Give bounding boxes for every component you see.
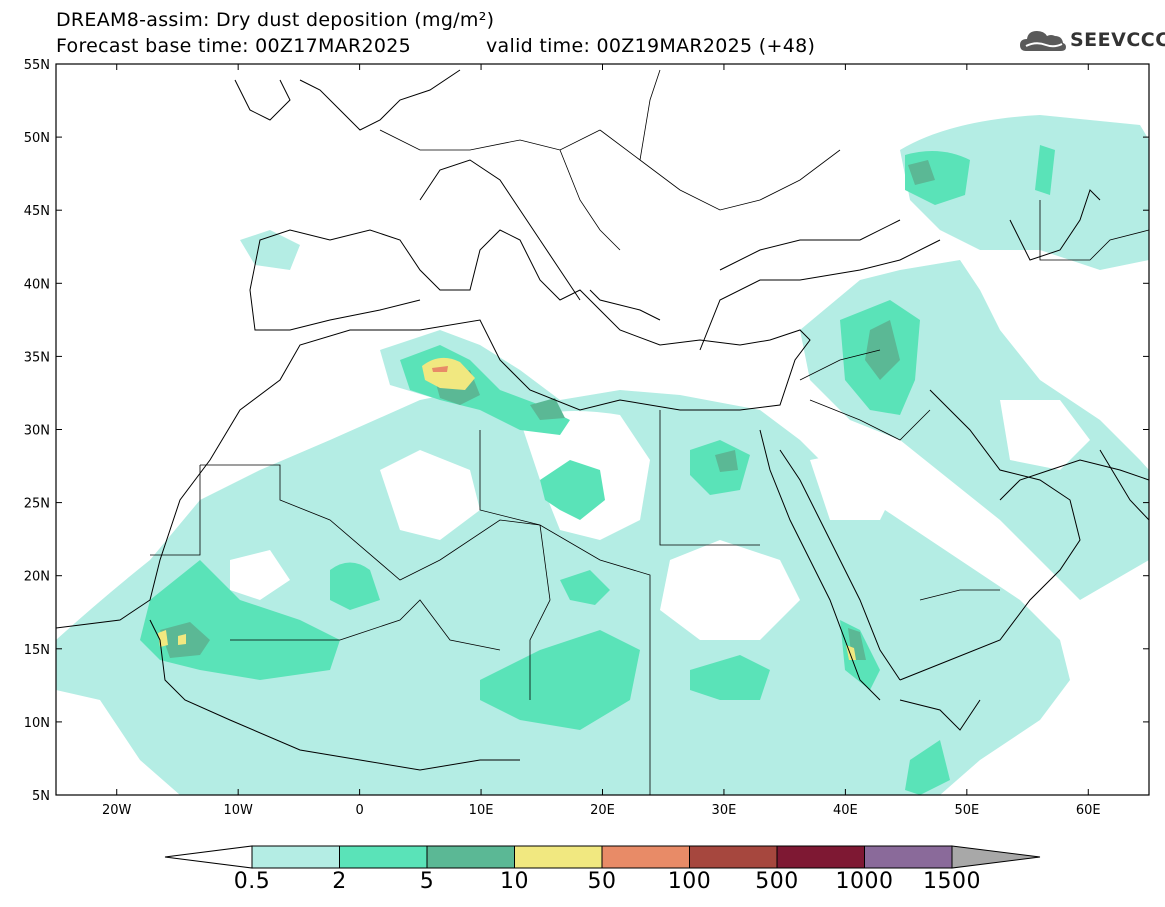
colorbar-segment <box>426 845 515 869</box>
y-tick-label: 55N <box>24 58 50 73</box>
logo-text: SEEVCCC <box>1070 29 1165 51</box>
x-tick-label: 0 <box>355 803 363 818</box>
x-tick-label: 60E <box>1076 803 1101 818</box>
x-tick-label: 10E <box>469 803 494 818</box>
colorbar <box>164 845 1041 869</box>
y-tick-label: 10N <box>24 716 50 731</box>
country-borders <box>150 69 1149 795</box>
forecast-base-time: Forecast base time: 00Z17MAR2025 <box>56 35 412 57</box>
colorbar-label: 100 <box>667 869 712 894</box>
x-tick-label: 30E <box>712 803 737 818</box>
colorbar-segment <box>251 845 340 869</box>
colorbar-segment <box>514 845 603 869</box>
dust-fields <box>56 115 1149 795</box>
y-tick-label: 45N <box>24 204 50 219</box>
clear-areas <box>230 400 1090 640</box>
colorbar-segment <box>776 845 865 869</box>
dust-level-50 <box>432 366 448 372</box>
colorbar-label: 500 <box>755 869 799 894</box>
y-tick-label: 25N <box>24 497 50 512</box>
y-tick-label: 5N <box>32 789 50 804</box>
y-axis: 55N 50N 45N 40N 35N 30N 25N 20N 15N 10N 5N <box>24 58 1149 804</box>
colorbar-label: 10 <box>500 869 529 894</box>
colorbar-label: 50 <box>587 869 617 894</box>
colorbar-segment <box>864 845 953 869</box>
colorbar-segment <box>339 845 428 869</box>
y-tick-label: 15N <box>24 643 50 658</box>
cloud-icon <box>1020 31 1066 51</box>
x-tick-label: 40E <box>833 803 858 818</box>
coastlines <box>56 69 1149 771</box>
colorbar-over-triangle <box>951 845 1041 869</box>
colorbar-label: 1500 <box>923 869 981 894</box>
seevccc-logo: SEEVCCC <box>1018 26 1165 56</box>
y-tick-label: 50N <box>24 131 50 146</box>
y-tick-label: 40N <box>24 277 50 292</box>
x-tick-label: 50E <box>954 803 979 818</box>
valid-time: valid time: 00Z19MAR2025 (+48) <box>486 35 816 57</box>
colorbar-segment <box>601 845 690 869</box>
y-tick-label: 20N <box>24 570 50 585</box>
map-title: DREAM8-assim: Dry dust deposition (mg/m²… <box>56 9 495 31</box>
y-tick-label: 30N <box>24 424 50 439</box>
x-tick-label: 10W <box>223 803 253 818</box>
dust-level-10 <box>158 357 856 660</box>
x-axis: 20W 10W 0 10E 20E 30E 40E 50E 60E <box>102 64 1101 818</box>
colorbar-label: 0.5 <box>233 869 271 894</box>
y-tick-label: 35N <box>24 350 50 365</box>
colorbar-label: 2 <box>332 869 347 894</box>
colorbar-label: 1000 <box>835 869 894 894</box>
x-tick-label: 20W <box>102 803 132 818</box>
colorbar-label: 5 <box>419 869 435 894</box>
x-tick-label: 20E <box>590 803 615 818</box>
colorbar-segment <box>689 845 778 869</box>
colorbar-under-triangle <box>164 845 253 869</box>
